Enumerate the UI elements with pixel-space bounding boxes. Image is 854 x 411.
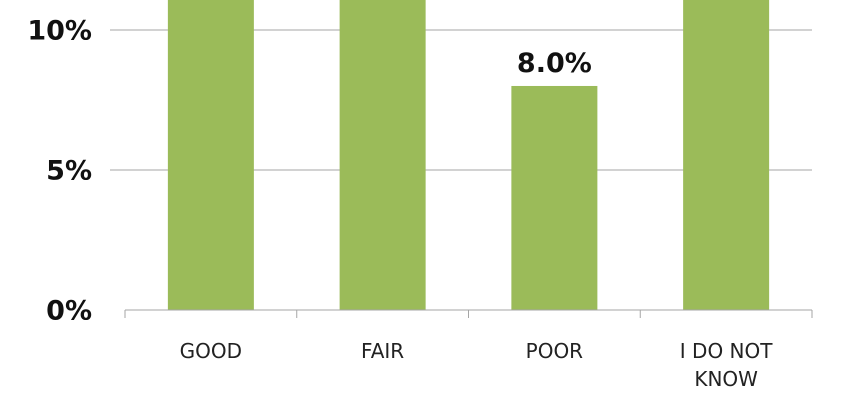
bar xyxy=(339,0,426,311)
x-tick-label: FAIR xyxy=(361,339,405,363)
bar xyxy=(683,0,770,311)
bar xyxy=(511,85,598,310)
y-tick-label: 5% xyxy=(46,155,92,186)
value-label: 8.0% xyxy=(517,48,592,79)
x-tick-label: POOR xyxy=(525,339,584,363)
x-tick-label: GOOD xyxy=(179,339,243,363)
bar xyxy=(167,0,254,310)
y-tick-label: 0% xyxy=(46,296,92,327)
y-tick-label: 10% xyxy=(27,15,92,46)
x-tick-label: I DO NOT KNOW xyxy=(679,339,773,391)
